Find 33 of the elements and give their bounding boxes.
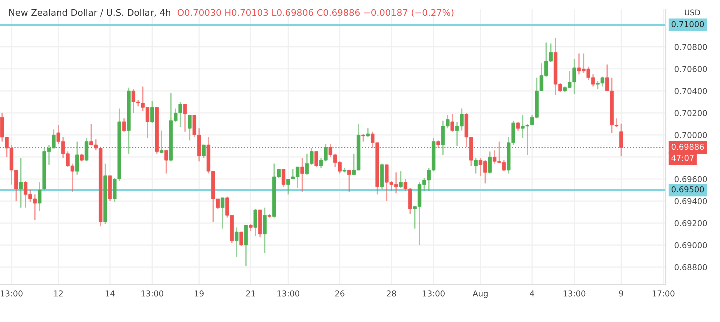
chart-subtitle: O0.70030 H0.70103 L0.69806 C0.69886 −0.00187 (−0.27%)	[178, 9, 454, 18]
candlestick	[314, 151, 318, 168]
x-tick-label: 26	[336, 290, 345, 297]
y-tick-label: 0.69000	[674, 242, 708, 248]
y-tick-label: 0.69600	[674, 176, 708, 182]
x-tick-label: 13:00	[278, 290, 300, 297]
x-tick-label: 9	[619, 290, 624, 297]
x-tick-label: 13:00	[142, 290, 164, 297]
y-tick-label: 0.70000	[674, 132, 708, 138]
text: 47:07	[672, 155, 694, 162]
y-tick-label: 0.70800	[674, 44, 708, 50]
x-tick-label: 21	[246, 290, 256, 297]
x-tick-label: 14	[106, 290, 115, 297]
y-tick-label: 0.68800	[674, 264, 708, 271]
y-tick-label: 0.69200	[674, 220, 708, 226]
x-tick-label: 13:00	[564, 290, 586, 297]
ref-line-label: 0.69886	[672, 144, 704, 150]
x-tick-label: 28	[387, 290, 396, 297]
ref-line-label: 0.69500	[672, 186, 704, 193]
y-tick-label: 0.70600	[674, 66, 708, 72]
x-tick-label: 17:00	[652, 290, 675, 297]
ref-line-label: 0.71000	[672, 21, 704, 28]
candlestick	[240, 231, 244, 248]
x-tick-label: 13:00	[1, 290, 23, 297]
y-tick-label: 0.69400	[674, 198, 708, 204]
x-tick-label: 13:00	[423, 290, 445, 297]
y-tick-label: 0.70400	[674, 88, 708, 94]
y-tick-label: 0.70200	[674, 110, 708, 116]
x-tick-label: 19	[195, 290, 204, 297]
x-tick-label: Aug	[472, 290, 488, 298]
x-tick-label: 4	[530, 290, 534, 297]
x-tick-label: 12	[54, 290, 63, 297]
chart-title: New Zealand Dollar / U.S. Dollar, 4h	[10, 9, 170, 18]
